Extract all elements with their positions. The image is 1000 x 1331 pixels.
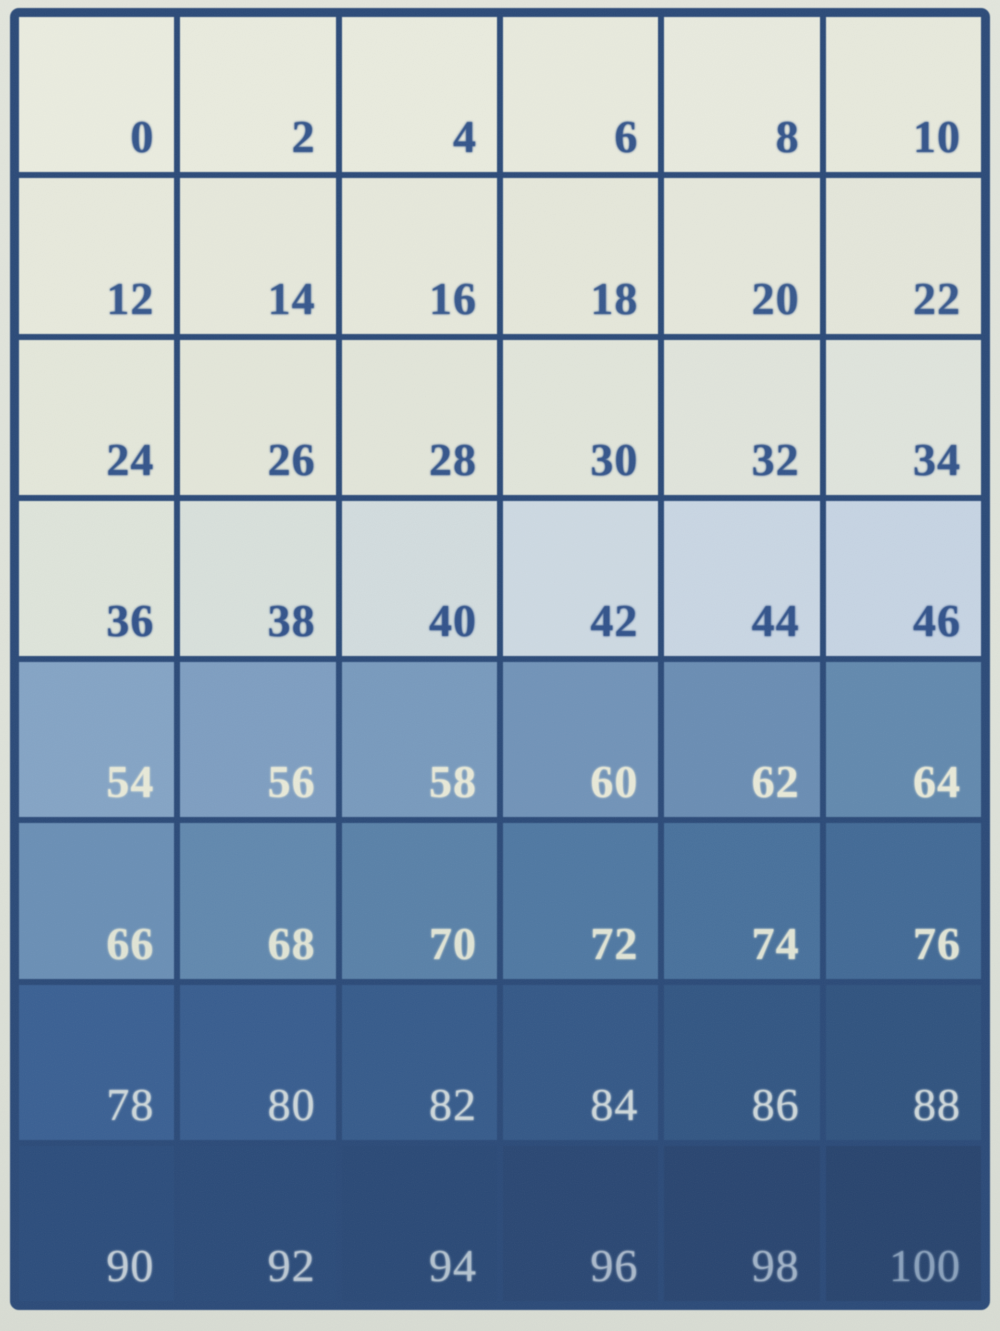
tone-cell: 82 xyxy=(341,984,497,1140)
tone-cell: 84 xyxy=(502,984,659,1140)
tone-cell-label: 56 xyxy=(267,756,316,808)
tone-cell: 98 xyxy=(664,1145,820,1301)
tone-cell: 0 xyxy=(19,17,175,173)
tone-cell-label: 84 xyxy=(590,1078,639,1130)
tone-cell-label: 30 xyxy=(590,433,639,485)
tone-cell-label: 36 xyxy=(106,595,155,646)
tone-cell-label: 0 xyxy=(130,111,155,163)
tone-cell: 70 xyxy=(341,823,497,979)
tone-cell: 32 xyxy=(664,339,820,495)
tone-cell-label: 62 xyxy=(751,756,800,808)
tone-cell-label: 90 xyxy=(106,1240,155,1291)
tone-cell-label: 88 xyxy=(912,1078,961,1130)
tone-cell-label: 16 xyxy=(428,272,477,324)
tone-cell-label: 44 xyxy=(751,595,800,646)
tone-cell-label: 66 xyxy=(106,917,155,969)
tone-cell: 100 xyxy=(825,1145,981,1301)
tone-cell: 96 xyxy=(502,1145,659,1301)
tone-cell: 8 xyxy=(664,17,820,173)
tone-cell-label: 12 xyxy=(106,272,155,324)
tone-cell: 88 xyxy=(825,984,981,1140)
tone-cell: 22 xyxy=(825,178,981,334)
tone-cell: 6 xyxy=(502,17,659,173)
tone-cell-label: 46 xyxy=(912,595,961,646)
tone-cell: 10 xyxy=(825,17,981,173)
tone-cell: 66 xyxy=(19,823,175,979)
tone-cell-label: 20 xyxy=(751,272,800,324)
tone-cell-label: 64 xyxy=(912,756,961,808)
tone-cell: 62 xyxy=(664,662,820,818)
tone-cell-label: 2 xyxy=(291,111,316,163)
tone-cell: 58 xyxy=(341,662,497,818)
tone-cell-label: 100 xyxy=(888,1240,961,1291)
tone-cell: 24 xyxy=(19,339,175,495)
tone-cell: 46 xyxy=(825,500,981,656)
tone-cell: 30 xyxy=(502,339,659,495)
tone-cell-label: 54 xyxy=(106,756,155,808)
tone-cell: 34 xyxy=(825,339,981,495)
tone-cell-label: 70 xyxy=(428,917,477,969)
tone-cell-label: 40 xyxy=(428,595,477,646)
tone-cell-label: 94 xyxy=(428,1240,477,1291)
tone-cell-label: 18 xyxy=(590,272,639,324)
tone-cell: 86 xyxy=(664,984,820,1140)
tone-cell: 78 xyxy=(19,984,175,1140)
tone-cell-label: 58 xyxy=(428,756,477,808)
tone-cell-label: 60 xyxy=(590,756,639,808)
tone-cell: 54 xyxy=(19,662,175,818)
tone-cell-label: 68 xyxy=(267,917,316,969)
tone-cell-label: 28 xyxy=(428,433,477,485)
tone-cell: 42 xyxy=(502,500,659,656)
tone-cell-label: 86 xyxy=(751,1078,800,1130)
tone-scale-grid: 0 2 4 6 8 10 12 14 16 18 20 22 24 26 28 30 32 34 36 38 40 42 4… xyxy=(10,8,990,1310)
tone-cell: 18 xyxy=(502,178,659,334)
tone-cell: 92 xyxy=(180,1145,336,1301)
tone-cell: 74 xyxy=(664,823,820,979)
tone-cell-label: 80 xyxy=(267,1078,316,1130)
tone-cell: 90 xyxy=(19,1145,175,1301)
tone-cell-label: 6 xyxy=(614,111,639,163)
tone-cell-label: 78 xyxy=(106,1078,155,1130)
tone-cell: 16 xyxy=(341,178,497,334)
tone-cell: 64 xyxy=(825,662,981,818)
tone-cell: 72 xyxy=(502,823,659,979)
tone-cell: 28 xyxy=(341,339,497,495)
tone-cell-label: 14 xyxy=(267,272,316,324)
tone-cell: 12 xyxy=(19,178,175,334)
tone-cell-label: 8 xyxy=(775,111,800,163)
tone-cell: 2 xyxy=(180,17,336,173)
tone-cell-label: 98 xyxy=(751,1240,800,1291)
tone-cell: 76 xyxy=(825,823,981,979)
tone-cell-label: 96 xyxy=(590,1240,639,1291)
tone-cell: 14 xyxy=(180,178,336,334)
tone-cell: 60 xyxy=(502,662,659,818)
tone-cell: 56 xyxy=(180,662,336,818)
tone-cell-label: 82 xyxy=(428,1078,477,1130)
tone-cell-label: 34 xyxy=(912,433,961,485)
tone-cell-label: 76 xyxy=(912,917,961,969)
tone-cell-label: 10 xyxy=(912,111,961,163)
tone-cell-label: 92 xyxy=(267,1240,316,1291)
tone-cell: 20 xyxy=(664,178,820,334)
tone-cell-label: 38 xyxy=(267,595,316,646)
tone-cell-label: 32 xyxy=(751,433,800,485)
tone-cell: 40 xyxy=(341,500,497,656)
tone-cell: 4 xyxy=(341,17,497,173)
tone-cell-label: 24 xyxy=(106,433,155,485)
tone-cell-label: 42 xyxy=(590,595,639,646)
tone-cell: 94 xyxy=(341,1145,497,1301)
tone-cell: 26 xyxy=(180,339,336,495)
tone-cell: 38 xyxy=(180,500,336,656)
tone-cell: 68 xyxy=(180,823,336,979)
tone-cell-label: 22 xyxy=(912,272,961,324)
tone-cell-label: 4 xyxy=(452,111,477,163)
tone-cell: 80 xyxy=(180,984,336,1140)
tone-cell: 36 xyxy=(19,500,175,656)
tone-cell-label: 26 xyxy=(267,433,316,485)
tone-cell-label: 74 xyxy=(751,917,800,969)
tone-cell-label: 72 xyxy=(590,917,639,969)
tone-cell: 44 xyxy=(664,500,820,656)
